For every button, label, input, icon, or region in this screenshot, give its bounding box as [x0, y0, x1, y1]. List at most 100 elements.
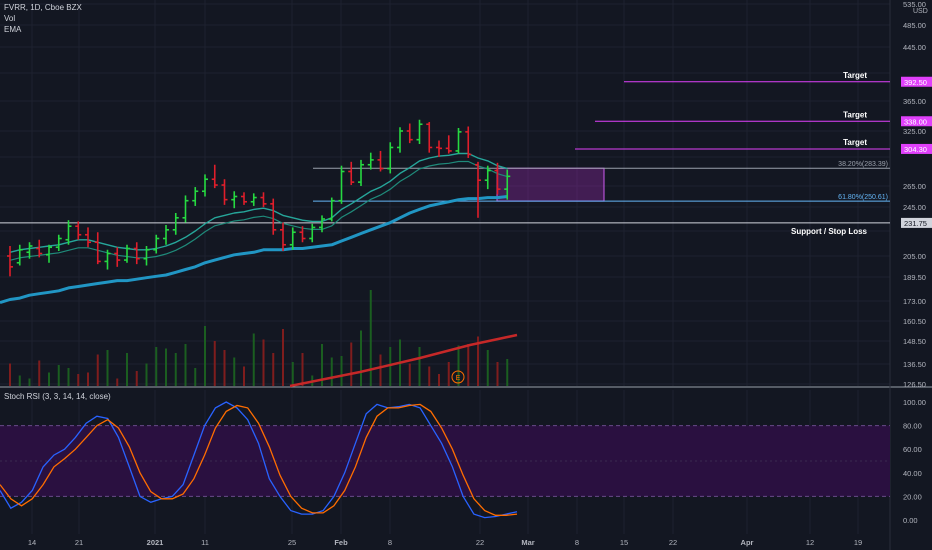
volume-bar	[57, 365, 60, 386]
volume-bar	[486, 350, 489, 386]
currency-label: USD	[913, 8, 928, 15]
rsi-k-line	[0, 401, 518, 519]
time-tick-label: 19	[854, 538, 862, 547]
volume-bar	[467, 344, 470, 386]
stoch-rsi-legend[interactable]: Stoch RSI (3, 3, 14, 14, close)	[4, 392, 111, 401]
volume-bar	[321, 344, 323, 386]
symbol-title[interactable]: FVRR, 1D, Cboe BZX	[4, 3, 82, 12]
volume-bar	[213, 341, 216, 386]
volume-bar	[67, 368, 70, 386]
rsi-tick-label: 40.00	[903, 469, 922, 478]
price-tick-label: 160.50	[903, 317, 926, 326]
target-label: Target	[843, 110, 867, 119]
volume-bar	[408, 363, 411, 386]
volume-bar	[204, 326, 206, 386]
rsi-tick-label: 60.00	[903, 445, 922, 454]
volume-bar	[38, 360, 41, 386]
time-tick-label: 8	[388, 538, 392, 547]
volume-bar	[223, 350, 226, 386]
time-tick-label: 8	[575, 538, 579, 547]
rsi-tick-label: 0.00	[903, 516, 918, 525]
volume-ma-line	[289, 333, 518, 388]
time-tick-label: 22	[669, 538, 677, 547]
ema-long-line	[0, 195, 508, 305]
volume-bar	[301, 353, 304, 386]
price-tag	[901, 217, 932, 228]
price-tick-label: 535.00	[903, 0, 926, 9]
price-tag	[901, 116, 932, 127]
volume-bar	[360, 330, 362, 386]
price-tick-label: 173.00	[903, 297, 926, 306]
volume-bar	[184, 344, 187, 386]
ema-legend-label[interactable]: EMA	[4, 25, 22, 34]
fib-label: 61.80%(250.61)	[838, 194, 888, 201]
volume-bar	[165, 348, 167, 386]
time-tick-label: 11	[201, 538, 209, 547]
volume-bar	[447, 362, 450, 386]
volume-legend-label[interactable]: Vol	[4, 14, 16, 23]
volume-bar	[18, 375, 21, 386]
volume-bar	[262, 339, 265, 386]
volume-bar	[116, 378, 119, 386]
time-tick-label: 14	[28, 538, 36, 547]
volume-bar	[155, 347, 158, 386]
price-tick-label: 136.50	[903, 360, 926, 369]
time-tick-label: 21	[75, 538, 83, 547]
price-tag	[901, 76, 932, 87]
rsi-tick-label: 80.00	[903, 422, 922, 431]
price-tick-label: 189.50	[903, 273, 926, 282]
earnings-marker	[451, 370, 465, 384]
price-tick-label: 445.00	[903, 43, 926, 52]
volume-bar	[506, 359, 509, 386]
volume-bar	[252, 333, 255, 386]
earnings-marker-label: E	[456, 375, 461, 382]
volume-bar	[418, 347, 421, 386]
price-tag-text: 392.50	[904, 78, 927, 87]
fib-zone-box	[496, 167, 605, 202]
rsi-tick-label: 100.00	[903, 398, 926, 407]
price-tick-label: 365.00	[903, 97, 926, 106]
price-tick-label: 245.00	[903, 203, 926, 212]
time-tick-label: Apr	[741, 538, 754, 547]
volume-bar	[77, 374, 80, 386]
volume-bar	[428, 366, 431, 386]
time-tick-label: 2021	[147, 538, 164, 547]
volume-bar	[438, 374, 440, 386]
volume-bar	[457, 345, 460, 386]
ema-mid-line	[9, 160, 508, 261]
volume-bar	[48, 372, 50, 386]
time-tick-label: Mar	[521, 538, 534, 547]
time-tick-label: 25	[288, 538, 296, 547]
volume-bar	[243, 366, 245, 386]
rsi-tick-label: 20.00	[903, 492, 922, 501]
price-tick-label: 485.00	[903, 21, 926, 30]
time-tick-label: Feb	[334, 538, 348, 547]
volume-bar	[291, 362, 294, 386]
volume-bar	[272, 353, 275, 386]
volume-bar	[135, 371, 138, 386]
volume-bar	[496, 362, 499, 386]
ema-fast-line	[9, 152, 508, 253]
support-label: Support / Stop Loss	[791, 227, 868, 236]
price-tag-text: 231.75	[904, 219, 927, 228]
volume-bar	[126, 353, 128, 386]
volume-bar	[174, 353, 177, 386]
volume-bar	[96, 354, 99, 386]
volume-bar	[87, 372, 89, 386]
target-label: Target	[843, 138, 867, 147]
price-tag-text: 304.30	[904, 145, 927, 154]
volume-bar	[282, 329, 284, 386]
price-tick-label: 148.50	[903, 337, 926, 346]
chart-legend: FVRR, 1D, Cboe BZX Vol EMA	[4, 2, 82, 35]
target-label: Target	[843, 71, 867, 80]
volume-bar	[106, 350, 109, 386]
time-tick-label: 22	[476, 538, 484, 547]
price-tick-label: 126.50	[903, 380, 926, 389]
fib-label: 38.20%(283.39)	[838, 161, 888, 168]
time-tick-label: 12	[806, 538, 814, 547]
volume-bar	[9, 363, 11, 386]
volume-bar	[28, 378, 31, 386]
volume-bar	[477, 336, 479, 386]
price-tick-label: 325.00	[903, 127, 926, 136]
